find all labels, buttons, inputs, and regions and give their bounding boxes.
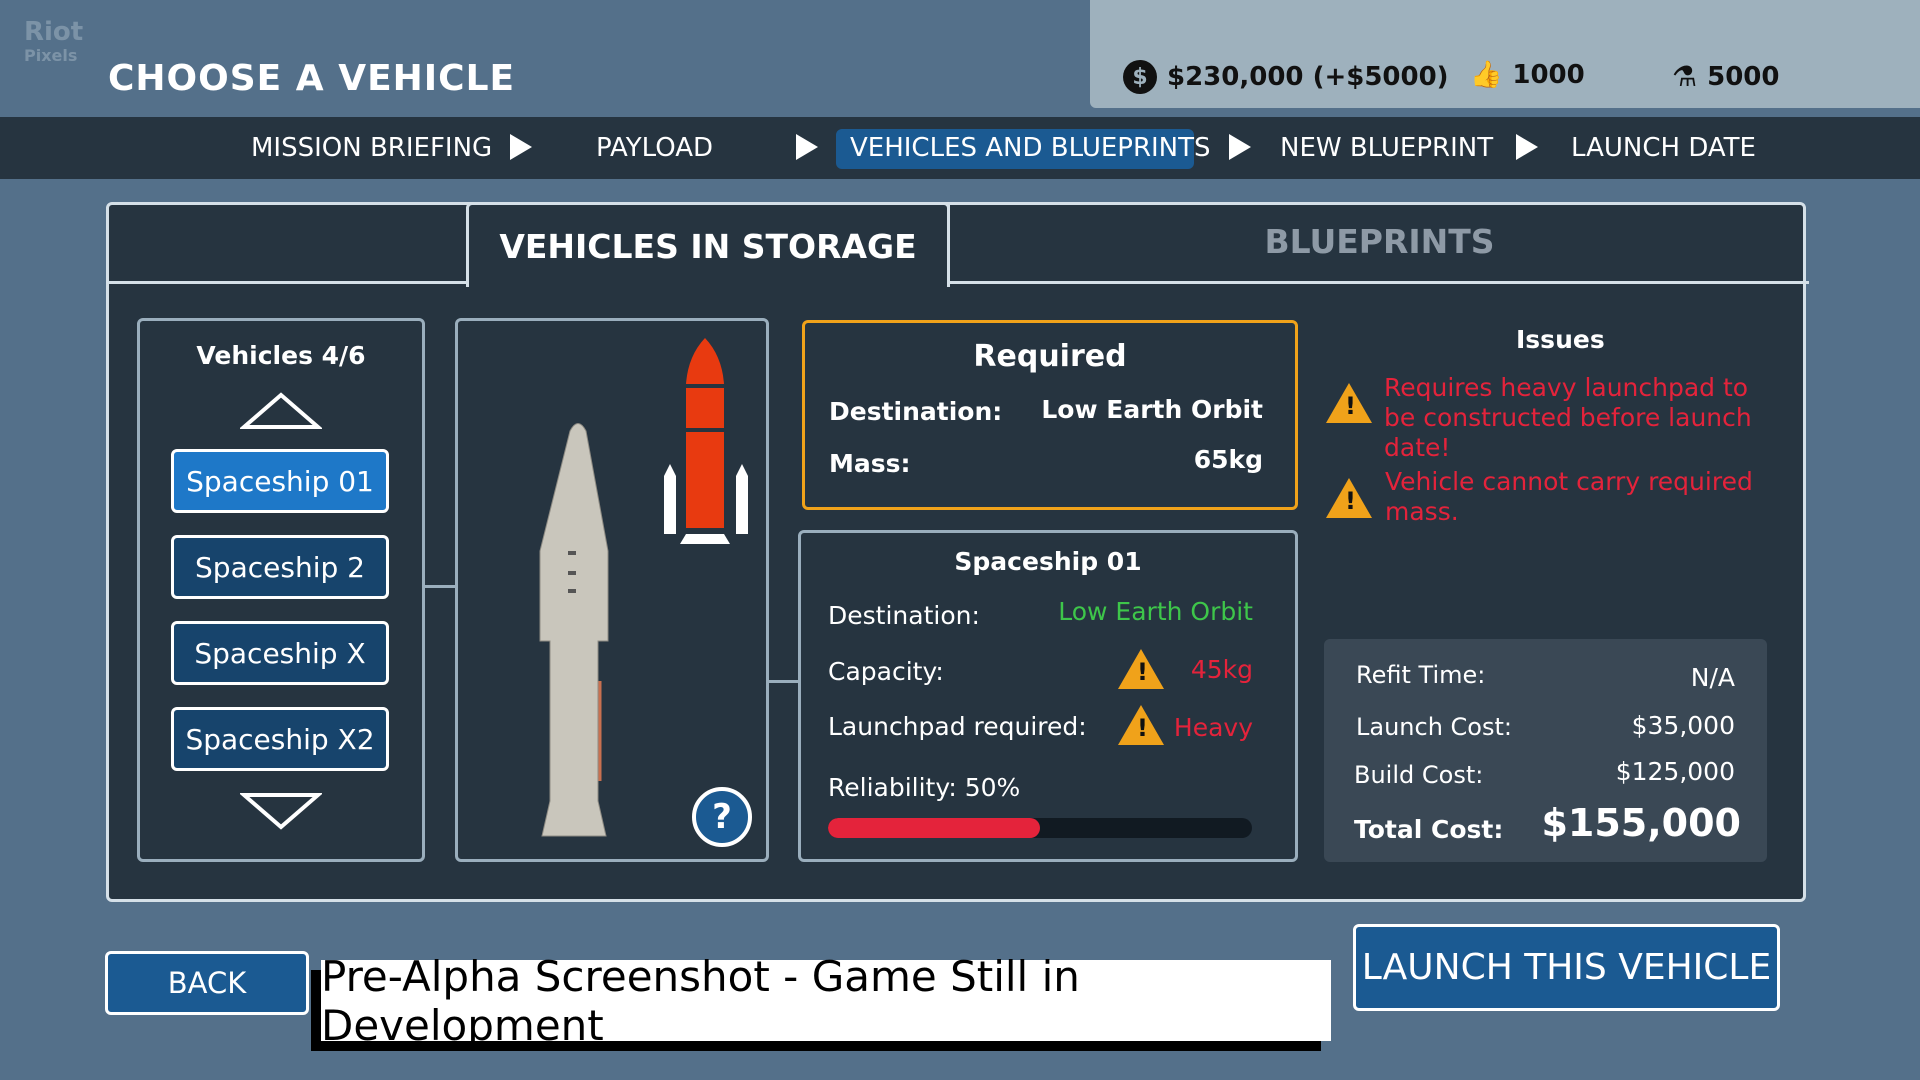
scroll-up-icon[interactable] <box>240 391 322 431</box>
required-mass-label: Mass: <box>829 449 911 478</box>
vehicle-item-spaceship-2[interactable]: Spaceship 2 <box>171 535 389 599</box>
ship-destination-label: Destination: <box>828 601 980 630</box>
science-display: ⚗ 5000 <box>1672 60 1779 93</box>
warning-icon: ! <box>1118 705 1164 745</box>
refit-value: N/A <box>1690 663 1735 692</box>
money-display: $ $230,000 (+$5000) <box>1123 60 1449 94</box>
rocket-type-icon <box>664 338 748 544</box>
scroll-down-icon[interactable] <box>240 791 322 831</box>
reputation-display: 👍 1000 <box>1470 60 1585 90</box>
active-step-highlight <box>836 129 1194 169</box>
resource-bar: $ $230,000 (+$5000) 👍 1000 ⚗ 5000 <box>1090 0 1920 108</box>
money-value: $230,000 (+$5000) <box>1167 62 1449 92</box>
launch-cost-value: $35,000 <box>1631 711 1735 740</box>
vehicle-panel: VEHICLES IN STORAGE BLUEPRINTS Vehicles … <box>106 202 1809 902</box>
launch-vehicle-button[interactable]: LAUNCH THIS VEHICLE <box>1353 924 1780 1011</box>
step-mission-briefing[interactable]: MISSION BRIEFING <box>251 133 493 163</box>
vehicle-stats-box: Spaceship 01 Destination: Low Earth Orbi… <box>798 530 1298 862</box>
build-cost-value: $125,000 <box>1615 757 1735 786</box>
refit-label: Refit Time: <box>1356 661 1486 689</box>
reliability-bar <box>828 818 1252 838</box>
rocket-model-image <box>539 423 609 837</box>
connector-line <box>769 680 801 683</box>
step-arrow-icon <box>510 134 532 160</box>
warning-icon: ! <box>1118 649 1164 689</box>
step-payload[interactable]: PAYLOAD <box>596 133 714 163</box>
ship-destination-value: Low Earth Orbit <box>1058 597 1253 626</box>
tab-blueprints[interactable]: BLUEPRINTS <box>947 202 1809 284</box>
vehicle-preview: ? <box>455 318 769 862</box>
required-destination-label: Destination: <box>829 397 1003 426</box>
tab-vehicles-in-storage[interactable]: VEHICLES IN STORAGE <box>466 202 950 287</box>
build-cost-label: Build Cost: <box>1354 761 1484 789</box>
required-box: Required Destination: Low Earth Orbit Ma… <box>802 320 1298 510</box>
flask-icon: ⚗ <box>1672 60 1698 93</box>
page-title: CHOOSE A VEHICLE <box>108 58 516 99</box>
cost-summary: Refit Time: N/A Launch Cost: $35,000 Bui… <box>1324 639 1767 862</box>
tab-spacer <box>109 202 469 284</box>
thumbs-up-down-icon: 👍 <box>1470 60 1503 90</box>
reliability-bar-fill <box>828 818 1040 838</box>
vehicle-item-spaceship-x[interactable]: Spaceship X <box>171 621 389 685</box>
required-mass-value: 65kg <box>1193 445 1263 474</box>
vehicle-item-spaceship-x2[interactable]: Spaceship X2 <box>171 707 389 771</box>
ship-launchpad-value: Heavy <box>1173 713 1253 742</box>
pre-alpha-watermark: Pre-Alpha Screenshot - Game Still in Dev… <box>321 952 1331 1050</box>
wizard-steps: MISSION BRIEFING PAYLOAD VEHICLES AND BL… <box>0 117 1920 179</box>
riot-pixels-logo: Riot Pixels <box>24 17 84 65</box>
ship-capacity-value: 45kg <box>1190 655 1253 684</box>
warning-icon: ! <box>1326 478 1372 518</box>
ship-launchpad-label: Launchpad required: <box>828 712 1087 741</box>
required-destination-value: Low Earth Orbit <box>1041 395 1263 424</box>
total-cost-label: Total Cost: <box>1354 815 1504 844</box>
issue-item: Requires heavy launchpad to be construct… <box>1384 373 1752 462</box>
ship-capacity-label: Capacity: <box>828 657 944 686</box>
step-arrow-icon <box>796 134 818 160</box>
reputation-value: 1000 <box>1512 60 1585 90</box>
issues-title: Issues <box>1516 325 1605 354</box>
step-launch-date[interactable]: LAUNCH DATE <box>1571 133 1756 163</box>
launch-cost-label: Launch Cost: <box>1356 713 1512 741</box>
dollar-coin-icon: $ <box>1123 60 1157 94</box>
help-button[interactable]: ? <box>692 787 752 847</box>
step-arrow-icon <box>1229 134 1251 160</box>
back-button[interactable]: BACK <box>105 951 309 1015</box>
step-new-blueprint[interactable]: NEW BLUEPRINT <box>1280 133 1494 163</box>
step-vehicles-and-blueprints[interactable]: VEHICLES AND BLUEPRINTS <box>850 133 1211 163</box>
science-value: 5000 <box>1707 61 1780 92</box>
issue-item: Vehicle cannot carry required mass. <box>1385 467 1753 526</box>
required-title: Required <box>973 339 1127 374</box>
vehicle-item-spaceship-01[interactable]: Spaceship 01 <box>171 449 389 513</box>
vehicle-name: Spaceship 01 <box>954 547 1142 576</box>
step-arrow-icon <box>1516 134 1538 160</box>
warning-icon: ! <box>1326 383 1372 423</box>
total-cost-value: $155,000 <box>1541 801 1741 845</box>
connector-line <box>425 585 455 588</box>
vehicle-count: Vehicles 4/6 <box>196 341 366 370</box>
reliability-label: Reliability: 50% <box>828 773 1021 802</box>
vehicle-list: Vehicles 4/6 Spaceship 01 Spaceship 2 Sp… <box>137 318 425 862</box>
